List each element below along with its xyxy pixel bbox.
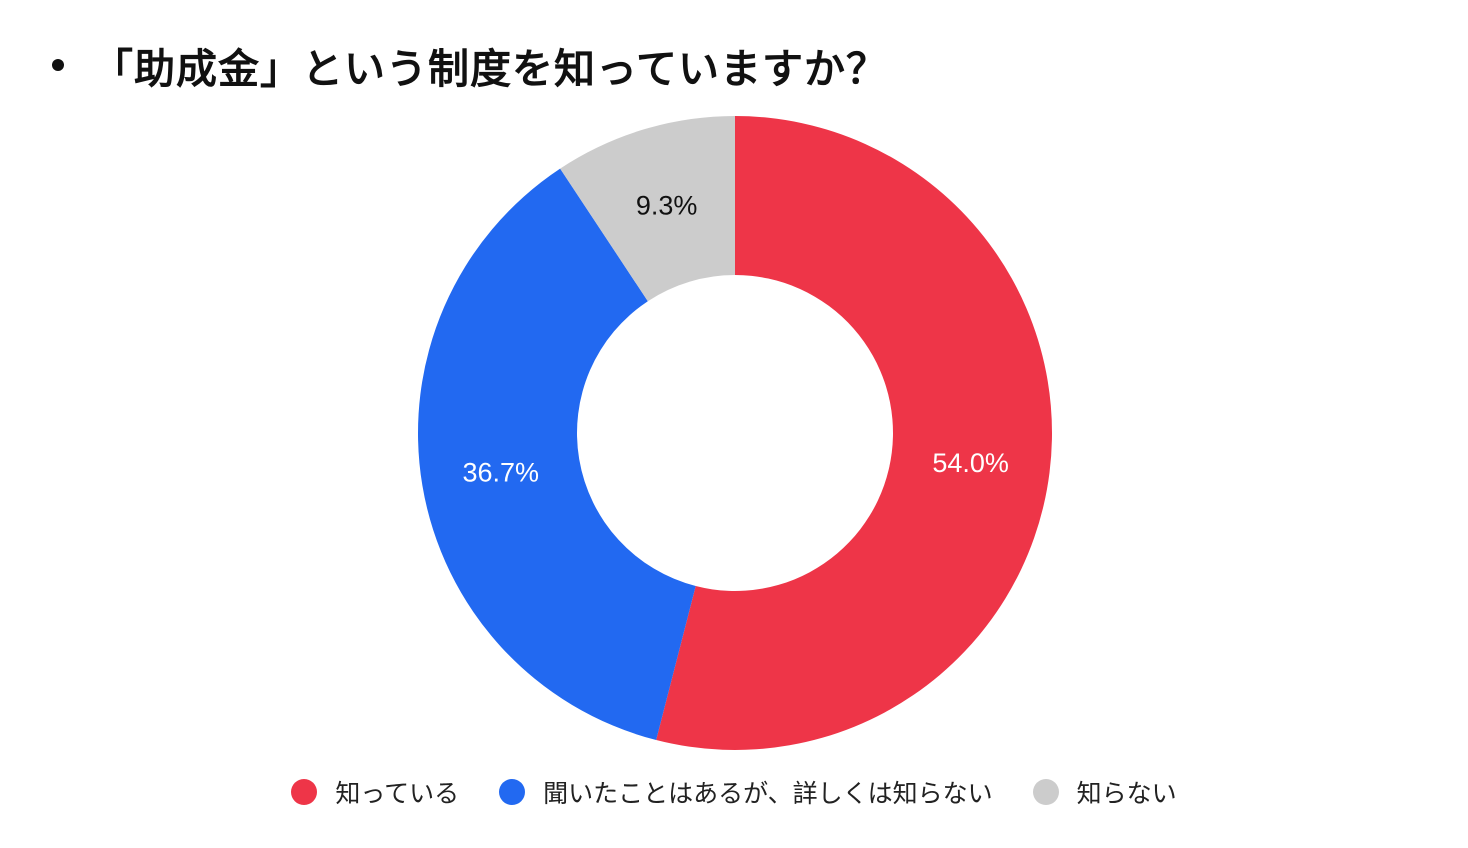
- slice-known: [656, 116, 1052, 750]
- chart-title-text: 「助成金」という制度を知っていますか？: [92, 45, 888, 93]
- title-bullet: [52, 59, 64, 71]
- donut-labels: 54.0% 36.7% 9.3%: [463, 191, 1009, 488]
- slice-unknown-label: 9.3%: [636, 191, 698, 221]
- legend-label-known: 知っている: [335, 779, 460, 808]
- slice-heard: [418, 168, 696, 741]
- chart-title: 「助成金」という制度を知っていますか？: [52, 30, 888, 100]
- legend-label-heard: 聞いたことはあるが、詳しくは知らない: [543, 779, 993, 808]
- legend-item-known: 知っている: [291, 774, 459, 810]
- legend-item-heard: 聞いたことはあるが、詳しくは知らない: [499, 774, 993, 810]
- slice-known-label: 54.0%: [932, 448, 1009, 478]
- legend-swatch-unknown: [1032, 779, 1059, 805]
- legend-label-unknown: 知らない: [1076, 779, 1177, 808]
- slice-unknown: [560, 116, 735, 302]
- legend-item-unknown: 知らない: [1032, 774, 1177, 810]
- donut-slices: [418, 116, 1052, 750]
- chart-legend: 知っている 聞いたことはあるが、詳しくは知らない 知らない: [0, 770, 1468, 814]
- legend-swatch-heard: [499, 779, 526, 805]
- legend-swatch-known: [291, 779, 318, 805]
- slice-heard-label: 36.7%: [463, 457, 540, 487]
